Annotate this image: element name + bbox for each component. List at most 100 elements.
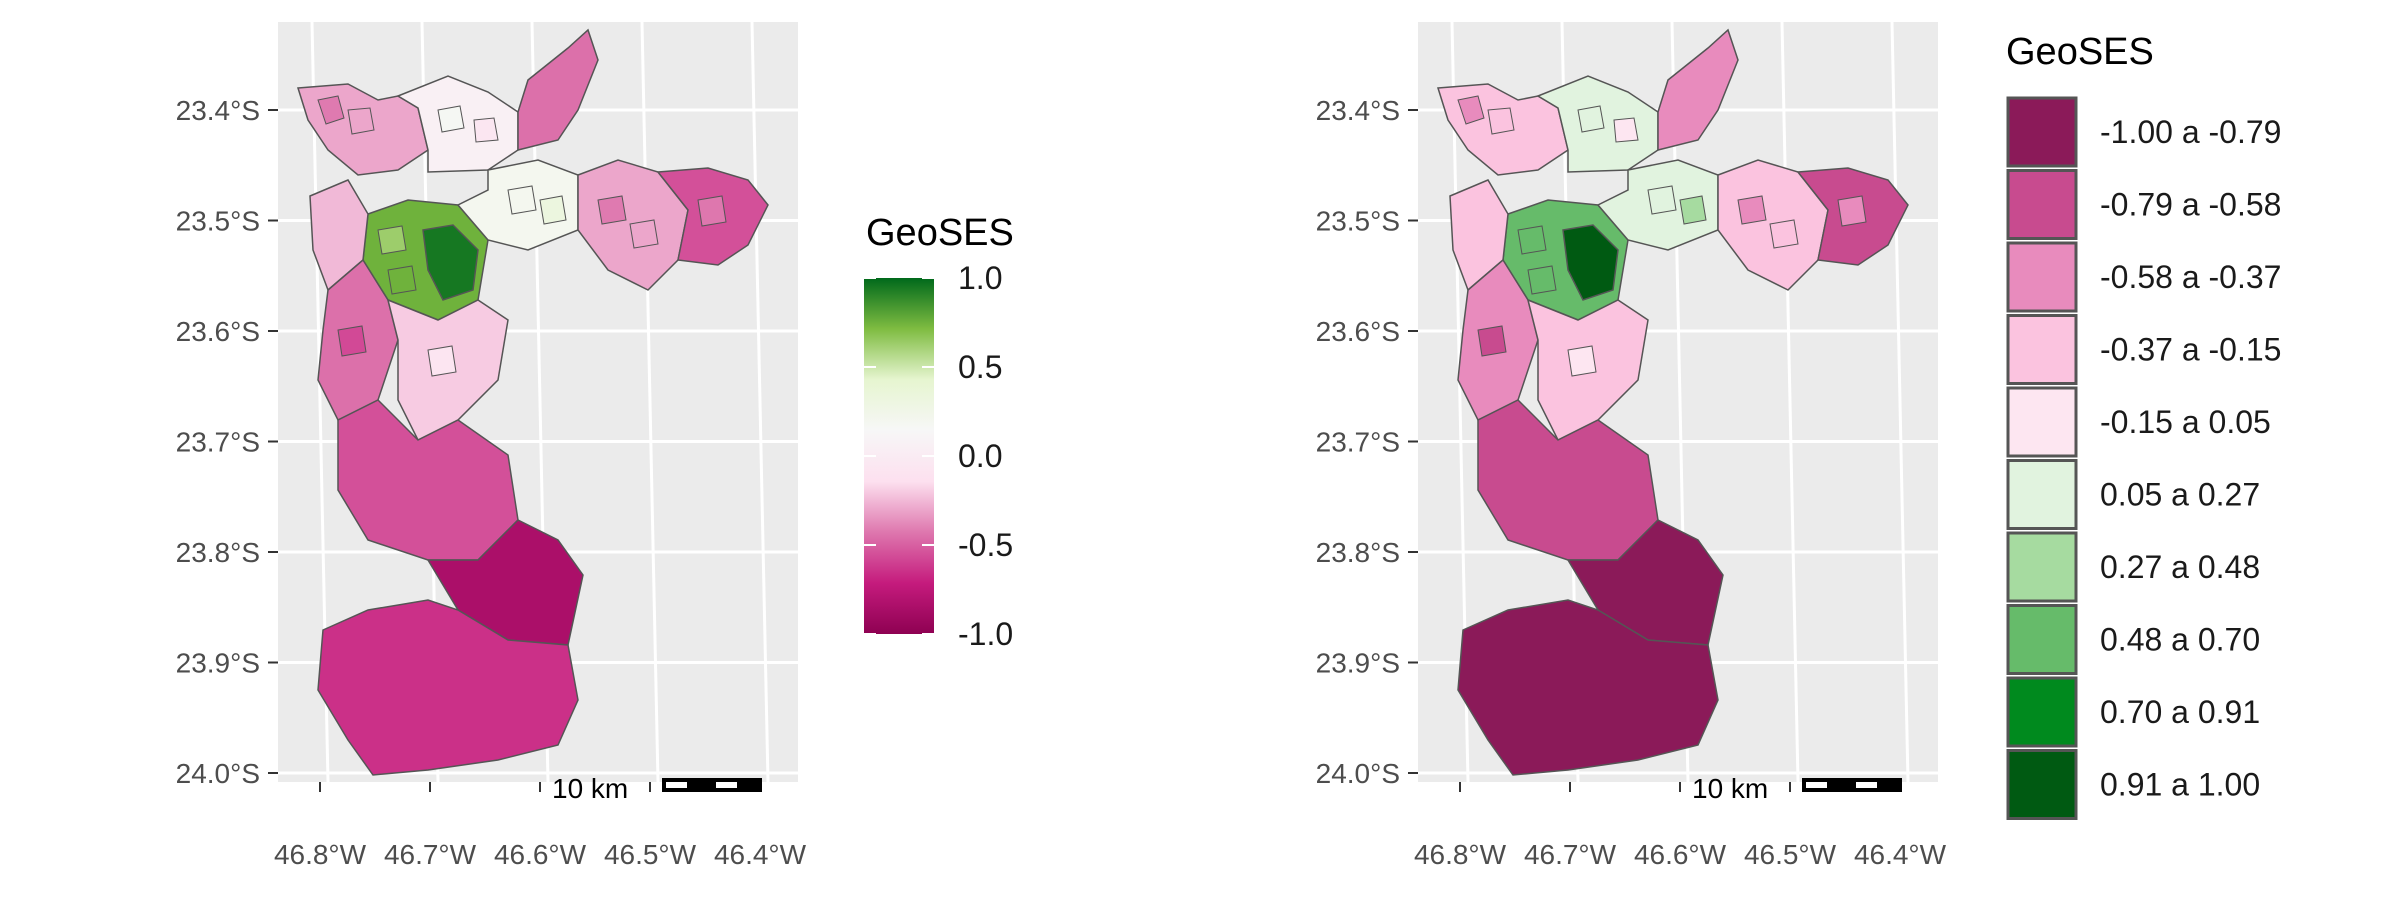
district-layer <box>297 28 769 776</box>
x-axis: 46.8°W 46.7°W 46.6°W 46.5°W 46.4°W <box>1414 782 1947 870</box>
legend-title: GeoSES <box>2006 31 2154 73</box>
x-tick-label: 46.5°W <box>1744 839 1837 870</box>
grid-line-lon <box>750 21 770 783</box>
colorbar-tick-label: 1.0 <box>958 260 1002 296</box>
district-cell <box>1613 117 1639 143</box>
legend-item-label: 0.27 a 0.48 <box>2100 549 2260 585</box>
legend-swatch <box>2006 169 2078 240</box>
legend-item-label: -0.15 a 0.05 <box>2100 404 2271 440</box>
y-tick-label: 23.5°S <box>1316 206 1400 237</box>
legend-swatch <box>2006 604 2078 675</box>
district-cell <box>1737 195 1767 225</box>
district-far-south <box>317 599 579 776</box>
district-cell <box>539 195 567 225</box>
district-cell <box>1769 219 1799 249</box>
district-cell <box>1837 195 1867 227</box>
y-tick-label: 23.7°S <box>176 427 260 458</box>
x-tick-label: 46.5°W <box>604 839 697 870</box>
district-cell <box>629 219 659 249</box>
x-tick-label: 46.8°W <box>274 839 367 870</box>
y-tick-label: 23.8°S <box>1316 537 1400 568</box>
district-cell <box>1517 225 1547 255</box>
scale-bar-label: 10 km <box>1692 773 1768 804</box>
district-cell <box>597 195 627 225</box>
y-tick-label: 23.5°S <box>176 206 260 237</box>
legend-swatch <box>2006 459 2078 530</box>
district-cell <box>507 185 537 215</box>
colorbar-tick-label: 0.0 <box>958 438 1002 474</box>
colorbar-tick-label: -0.5 <box>958 527 1013 563</box>
legend-title: GeoSES <box>866 212 1014 254</box>
legend-categories: GeoSES -1.00 a -0.79 -0.79 a -0.58 -0.58 a… <box>2006 31 2281 820</box>
y-axis: 23.4°S 23.5°S 23.6°S 23.7°S 23.8°S 23.9°S 24.0… <box>176 95 278 789</box>
scale-bar-segment <box>1856 782 1877 788</box>
colorbar-ticks: 1.0 0.5 0.0 -0.5 -1.0 <box>864 260 1013 652</box>
district-cell <box>347 107 375 135</box>
scale-bar-label: 10 km <box>552 773 628 804</box>
y-axis: 23.4°S 23.5°S 23.6°S 23.7°S 23.8°S 23.9°S 24.0… <box>1316 95 1418 789</box>
scale-bar: 10 km <box>552 773 762 804</box>
district-cell <box>1457 95 1485 125</box>
district-cell <box>697 195 727 227</box>
district-cell <box>1527 265 1557 295</box>
y-tick-label: 23.7°S <box>1316 427 1400 458</box>
district-north-east-tip <box>517 28 599 151</box>
y-tick-label: 23.4°S <box>1316 95 1400 126</box>
legend-swatch <box>2006 676 2078 748</box>
y-tick-label: 23.9°S <box>176 648 260 679</box>
legend-item-label: -1.00 a -0.79 <box>2100 114 2281 150</box>
y-tick-label: 23.6°S <box>1316 316 1400 347</box>
district-far-south <box>1457 599 1719 776</box>
district-centre-core <box>1562 224 1619 301</box>
scale-bar: 10 km <box>1692 773 1902 804</box>
district-centre-core <box>422 224 479 301</box>
legend-swatch <box>2006 386 2078 458</box>
district-cell <box>387 265 417 295</box>
map-panel-categorical: 23.4°S 23.5°S 23.6°S 23.7°S 23.8°S 23.9°S 24.0… <box>1316 21 1947 870</box>
district-cell <box>1577 105 1605 133</box>
legend-item-label: -0.58 a -0.37 <box>2100 259 2281 295</box>
y-tick-label: 24.0°S <box>1316 758 1400 789</box>
map-panel-continuous: 23.4°S 23.5°S 23.6°S 23.7°S 23.8°S 23.9°S 24.0… <box>176 21 807 870</box>
scale-bar-segment <box>1881 782 1902 788</box>
scale-bar-segment <box>691 782 712 788</box>
district-cell <box>437 105 465 133</box>
district-cell <box>377 225 407 255</box>
grid-line-lon <box>640 21 660 783</box>
district-cell <box>427 345 457 377</box>
district-cell <box>1487 107 1515 135</box>
district-cell <box>1679 195 1707 225</box>
legend-item-label: 0.70 a 0.91 <box>2100 694 2260 730</box>
scale-bar-segment <box>1831 782 1852 788</box>
district-cell <box>1567 345 1597 377</box>
x-tick-label: 46.7°W <box>1524 839 1617 870</box>
district-cell <box>1477 325 1507 357</box>
x-tick-label: 46.4°W <box>1854 839 1947 870</box>
legend-item-label: 0.05 a 0.27 <box>2100 477 2260 513</box>
y-tick-label: 23.4°S <box>176 95 260 126</box>
x-tick-label: 46.6°W <box>494 839 587 870</box>
scale-bar-segment <box>666 782 687 788</box>
legend-swatch <box>2006 96 2078 168</box>
scale-bar-segment <box>1806 782 1827 788</box>
x-tick-label: 46.4°W <box>714 839 807 870</box>
y-tick-label: 23.8°S <box>176 537 260 568</box>
y-tick-label: 24.0°S <box>176 758 260 789</box>
legend-swatch <box>2006 241 2078 313</box>
x-axis: 46.8°W 46.7°W 46.6°W 46.5°W 46.4°W <box>274 782 807 870</box>
legend-items: -1.00 a -0.79 -0.79 a -0.58 -0.58 a -0.37 -… <box>2006 96 2281 820</box>
grid-line-lon <box>1780 21 1800 783</box>
legend-item-label: 0.48 a 0.70 <box>2100 622 2260 658</box>
colorbar-tick-label: 0.5 <box>958 349 1002 385</box>
district-layer <box>1437 28 1909 776</box>
legend-swatch <box>2006 749 2078 820</box>
district-cell <box>1647 185 1677 215</box>
y-tick-label: 23.9°S <box>1316 648 1400 679</box>
y-tick-label: 23.6°S <box>176 316 260 347</box>
grid-line-lon <box>1890 21 1910 783</box>
legend-swatch <box>2006 531 2078 603</box>
district-cell <box>473 117 499 143</box>
scale-bar-segment <box>741 782 762 788</box>
legend-item-label: -0.37 a -0.15 <box>2100 332 2281 368</box>
